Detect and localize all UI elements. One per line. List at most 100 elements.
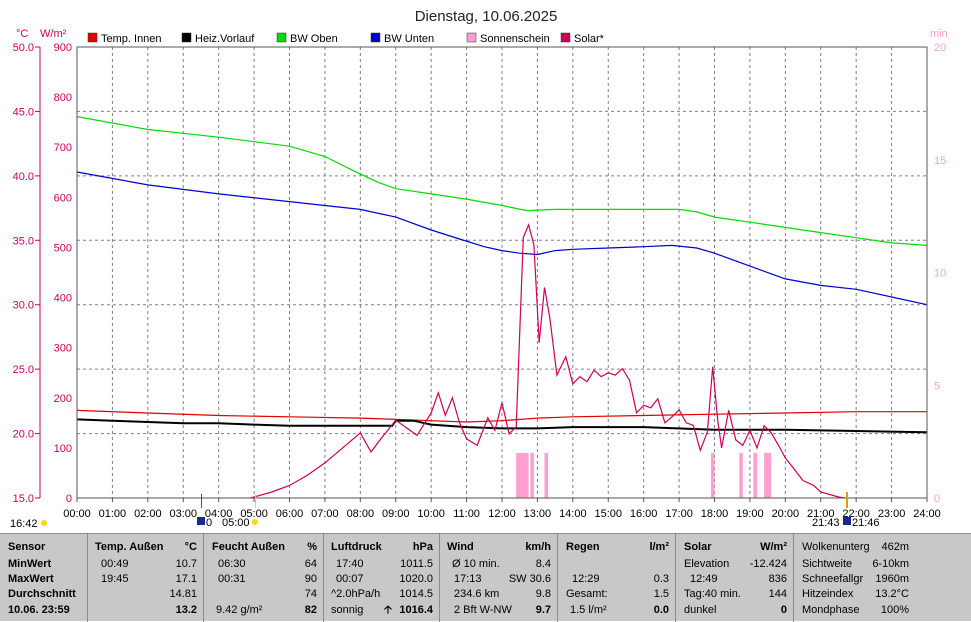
rain-unit: l/m² bbox=[649, 541, 669, 553]
y-temp-tick: 20.0 bbox=[13, 429, 34, 441]
moon-icon-2146 bbox=[843, 517, 851, 525]
humidity-header: Feucht Außen bbox=[212, 541, 285, 553]
moon-phase-value: 100% bbox=[880, 604, 909, 616]
y-min-tick: 0 bbox=[934, 493, 940, 505]
series-line-temp-innen bbox=[76, 409, 927, 423]
legend-label: Solar* bbox=[574, 33, 605, 45]
section-pressure: Luftdruck hPa 17:40 1011.5 00:07 1020.0 ^2.… bbox=[324, 534, 440, 622]
stats-panel: Sensor MinWert MaxWert Durchschnitt 10.0… bbox=[0, 533, 971, 622]
rain-current-value: 0.0 bbox=[653, 604, 669, 616]
y-solar-tick: 100 bbox=[54, 443, 72, 455]
chart-title: Dienstag, 10.06.2025 bbox=[415, 8, 558, 25]
y-temp-tick: 30.0 bbox=[13, 300, 34, 312]
temp-unit: °C bbox=[184, 541, 197, 553]
snowline-label: Schneefallgr bbox=[802, 573, 864, 585]
solar-elevation-value: -12.424 bbox=[749, 558, 787, 570]
wind-header: Wind bbox=[447, 541, 474, 553]
pressure-max-time: 00:07 bbox=[336, 573, 364, 585]
x-tick: 18:00 bbox=[701, 508, 729, 520]
label-min: MinWert bbox=[8, 558, 52, 570]
y-solar-tick: 500 bbox=[54, 242, 72, 254]
section-solar: Solar W/m² Elevation -12.424 12:49 836 Tag:… bbox=[676, 534, 794, 622]
arrow-up-icon: 🡡 bbox=[384, 604, 392, 616]
rain-max-value: 0.3 bbox=[653, 573, 669, 585]
legend-swatch bbox=[181, 32, 192, 43]
sunshine-bar bbox=[764, 452, 772, 498]
marker-sunset-2143: 21:43 bbox=[812, 517, 840, 529]
y-solar-tick: 900 bbox=[54, 42, 72, 54]
rain-total-label: Gesamt: bbox=[566, 588, 608, 600]
y-solar-tick: 800 bbox=[54, 92, 72, 104]
axis-label-minutes: min bbox=[930, 28, 948, 40]
legend-swatch bbox=[560, 32, 571, 43]
sunshine-bar bbox=[544, 452, 549, 498]
x-tick: 16:00 bbox=[630, 508, 658, 520]
x-tick: 07:00 bbox=[311, 508, 339, 520]
wind-unit: km/h bbox=[525, 541, 551, 553]
y-solar-tick: 0 bbox=[66, 493, 72, 505]
rain-amount: 1.5 l/m² bbox=[570, 604, 607, 616]
y-temp-tick: 50.0 bbox=[13, 42, 34, 54]
pressure-current-value: 1016.4 bbox=[399, 604, 433, 616]
y-min-tick: 15 bbox=[934, 155, 946, 167]
x-tick: 06:00 bbox=[276, 508, 304, 520]
section-rain: Regen l/m² 12:29 0.3 Gesamt: 1.5 1.5 l/m² 0.… bbox=[558, 534, 676, 622]
temp-max-time: 19:45 bbox=[101, 573, 129, 585]
series-lines bbox=[76, 116, 928, 499]
moon-icon bbox=[197, 517, 205, 525]
humidity-min-time: 06:30 bbox=[218, 558, 246, 570]
legend-label: Temp. Innen bbox=[101, 33, 162, 45]
marker-sunrise-left: 16:42 bbox=[10, 518, 38, 530]
moon-phase-label: Mondphase bbox=[802, 604, 860, 616]
x-tick: 24:00 bbox=[913, 508, 941, 520]
label-date: 10.06. 23:59 bbox=[8, 604, 70, 616]
x-tick: 11:00 bbox=[453, 508, 480, 520]
solar-day-value: 144 bbox=[768, 588, 787, 600]
wind-distance: 234.6 km bbox=[454, 588, 500, 600]
series-line-bw-unten bbox=[76, 171, 928, 306]
pressure-trend: ^2.0hPa/h bbox=[331, 588, 381, 600]
rain-total-value: 1.5 bbox=[653, 588, 669, 600]
y-axis-labels: 50.0 45.0 40.0 35.0 30.0 25.0 20.0 15.0 900 800 70… bbox=[13, 42, 947, 505]
marker-sunset-2146: 21:46 bbox=[852, 517, 880, 529]
humidity-max-value: 90 bbox=[304, 573, 317, 585]
solar-max-time: 12:49 bbox=[690, 573, 718, 585]
pressure-min-value: 1011.5 bbox=[400, 558, 433, 570]
humidity-avg-value: 74 bbox=[304, 588, 317, 600]
sunshine-bar bbox=[530, 452, 534, 498]
pressure-max-value: 1020.0 bbox=[399, 573, 433, 585]
section-humidity: Feucht Außen% 06:30 64 00:31 90 74 9.42 g/… bbox=[204, 534, 324, 622]
y-solar-tick: 200 bbox=[54, 393, 72, 405]
solar-state: dunkel bbox=[684, 604, 717, 616]
snowline-value: 1960m bbox=[875, 573, 909, 585]
x-tick: 09:00 bbox=[382, 508, 410, 520]
pressure-unit: hPa bbox=[412, 541, 433, 553]
wind-gust-value: SW 30.6 bbox=[508, 573, 551, 585]
humidity-max-time: 00:31 bbox=[218, 573, 246, 585]
sunshine-bar bbox=[710, 452, 715, 498]
y-temp-tick: 40.0 bbox=[13, 171, 34, 183]
x-tick: 02:00 bbox=[134, 508, 162, 520]
chart-legend: Temp. Innen Heiz.Vorlauf BW Oben BW Unten So… bbox=[87, 32, 605, 45]
marker-0500-line bbox=[255, 494, 256, 508]
y-temp-tick: 45.0 bbox=[13, 106, 34, 118]
temp-min-time: 00:49 bbox=[101, 558, 129, 570]
x-tick: 03:00 bbox=[169, 508, 197, 520]
solar-day-label: Tag:40 min. bbox=[684, 588, 741, 600]
humidity-unit: % bbox=[307, 541, 317, 553]
pressure-min-time: 17:40 bbox=[336, 558, 364, 570]
x-tick: 04:00 bbox=[205, 508, 233, 520]
temp-header: Temp. Außen bbox=[95, 541, 164, 553]
x-tick: 20:00 bbox=[772, 508, 800, 520]
weather-chart: Dienstag, 10.06.2025 °C W/m² min Temp. I… bbox=[10, 8, 948, 530]
x-tick: 00:00 bbox=[63, 508, 91, 520]
chart-grid bbox=[77, 47, 927, 498]
series-line-heiz-vorlauf bbox=[76, 418, 928, 434]
marker-sunset-line bbox=[846, 492, 848, 508]
solar-unit: W/m² bbox=[760, 541, 787, 553]
humidity-min-value: 64 bbox=[304, 558, 317, 570]
solar-header: Solar bbox=[684, 541, 712, 553]
pressure-state: sonnig bbox=[331, 604, 364, 616]
x-tick: 08:00 bbox=[347, 508, 375, 520]
sunshine-bar bbox=[516, 452, 529, 498]
